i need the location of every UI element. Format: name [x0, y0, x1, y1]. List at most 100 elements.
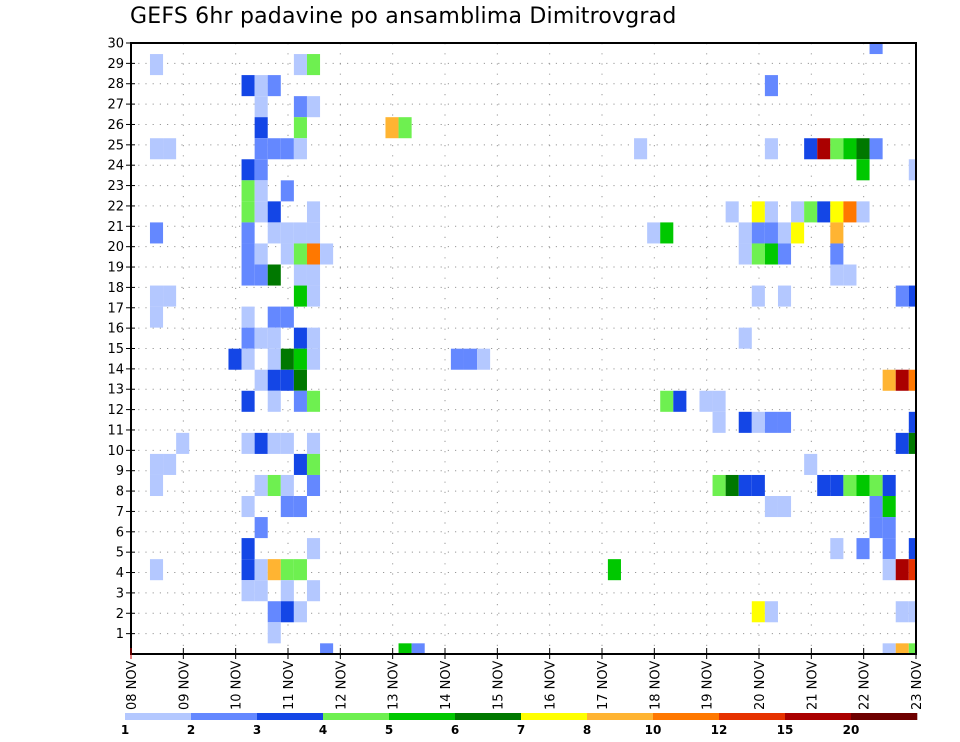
- heatmap-cell: [280, 474, 294, 497]
- heatmap-cell: [293, 559, 307, 581]
- x-tick-label: 19 NOV: [701, 661, 716, 710]
- heatmap-cell: [882, 496, 896, 518]
- heatmap-cell: [293, 453, 307, 475]
- y-tick-label: 20: [107, 240, 124, 255]
- x-tick-label: 10 NOV: [230, 661, 245, 710]
- heatmap-cell: [293, 138, 307, 160]
- heatmap-cell: [254, 201, 268, 223]
- heatmap-cell: [306, 96, 321, 118]
- heatmap-cell: [830, 243, 844, 265]
- heatmap-cell: [149, 474, 164, 497]
- heatmap-cell: [241, 264, 255, 286]
- heatmap-cell: [817, 474, 831, 497]
- heatmap-cell: [725, 474, 739, 497]
- heatmap-cell: [267, 369, 281, 391]
- legend-label: 7: [517, 723, 525, 737]
- heatmap-cell: [830, 474, 844, 497]
- heatmap-cell: [843, 474, 857, 497]
- heatmap-cell: [869, 138, 883, 160]
- heatmap-cell: [241, 180, 255, 202]
- heatmap-cell: [293, 348, 307, 370]
- heatmap-cell: [280, 496, 294, 518]
- heatmap-cell: [149, 222, 164, 244]
- heatmap-cell: [306, 222, 321, 244]
- heatmap-cell: [306, 285, 321, 307]
- y-tick-label: 13: [107, 383, 124, 398]
- y-tick-label: 26: [107, 118, 124, 133]
- heatmap-cell: [764, 411, 778, 433]
- heatmap-cell: [660, 222, 674, 244]
- heatmap-cell: [280, 243, 294, 265]
- heatmap-cell: [280, 580, 294, 602]
- heatmap-cell: [254, 327, 268, 349]
- heatmap-cell: [764, 243, 778, 265]
- y-tick-label: 21: [107, 220, 124, 235]
- heatmap-cell: [869, 496, 883, 518]
- heatmap-cell: [856, 538, 870, 560]
- heatmap-cell: [293, 369, 307, 391]
- legend-swatch: [125, 713, 192, 720]
- heatmap-cell: [751, 601, 765, 623]
- heatmap-cell: [241, 538, 255, 560]
- heatmap-cell: [306, 453, 321, 475]
- heatmap-cell: [634, 138, 648, 160]
- heatmap-cell: [869, 43, 883, 55]
- legend-swatch: [719, 713, 786, 720]
- heatmap-cell: [306, 54, 321, 76]
- heatmap-cell: [149, 285, 164, 307]
- heatmap-cell: [280, 369, 294, 391]
- heatmap-cell: [293, 601, 307, 623]
- heatmap-cell: [306, 327, 321, 349]
- legend-swatch: [653, 713, 720, 720]
- heatmap-cell: [607, 559, 621, 581]
- x-tick-label: 14 NOV: [439, 661, 454, 710]
- heatmap-cell: [804, 138, 818, 160]
- heatmap-cell: [254, 369, 268, 391]
- heatmap-cell: [267, 348, 281, 370]
- heatmap-cell: [306, 474, 321, 497]
- heatmap-cell: [856, 201, 870, 223]
- heatmap-cell: [149, 306, 164, 328]
- legend-label: 1: [121, 723, 129, 737]
- heatmap-cell: [817, 138, 831, 160]
- heatmap-cell: [306, 538, 321, 560]
- legend-swatch: [191, 713, 258, 720]
- heatmap-cell: [738, 243, 752, 265]
- legend-label: 15: [777, 723, 794, 737]
- legend-label: 5: [385, 723, 393, 737]
- heatmap-cell: [777, 285, 792, 307]
- heatmap-cell: [738, 474, 752, 497]
- heatmap-cell: [306, 432, 321, 454]
- heatmap-cell: [267, 201, 281, 223]
- heatmap-cell: [895, 432, 909, 454]
- chart-title: GEFS 6hr padavine po ansamblima Dimitrov…: [130, 4, 677, 29]
- heatmap-cell: [267, 601, 281, 623]
- heatmap-cell: [267, 264, 281, 286]
- x-tick-label: 20 NOV: [753, 661, 768, 710]
- heatmap-cell: [791, 222, 805, 244]
- heatmap-cell: [882, 559, 896, 581]
- heatmap-cell: [241, 306, 255, 328]
- heatmap-cell: [895, 601, 909, 623]
- heatmap-cell: [267, 75, 281, 97]
- y-tick-label: 23: [107, 179, 124, 194]
- x-tick-label: 17 NOV: [596, 661, 611, 710]
- heatmap-cell: [306, 201, 321, 223]
- heatmap-cell: [267, 622, 281, 644]
- heatmap-cell: [163, 138, 177, 160]
- heatmap-cell: [280, 306, 294, 328]
- legend-swatch: [257, 713, 324, 720]
- legend-label: 10: [645, 723, 662, 737]
- heatmap-cell: [882, 369, 896, 391]
- y-tick-label: 22: [107, 199, 124, 214]
- heatmap-cell: [817, 201, 831, 223]
- y-tick-label: 17: [107, 301, 124, 316]
- heatmap-cell: [306, 390, 321, 412]
- heatmap-cell: [293, 117, 307, 139]
- heatmap-cell: [306, 348, 321, 370]
- heatmap-cell: [228, 348, 242, 370]
- heatmap-cell: [895, 643, 909, 654]
- heatmap-cell: [254, 159, 268, 181]
- y-tick-label: 7: [116, 505, 124, 520]
